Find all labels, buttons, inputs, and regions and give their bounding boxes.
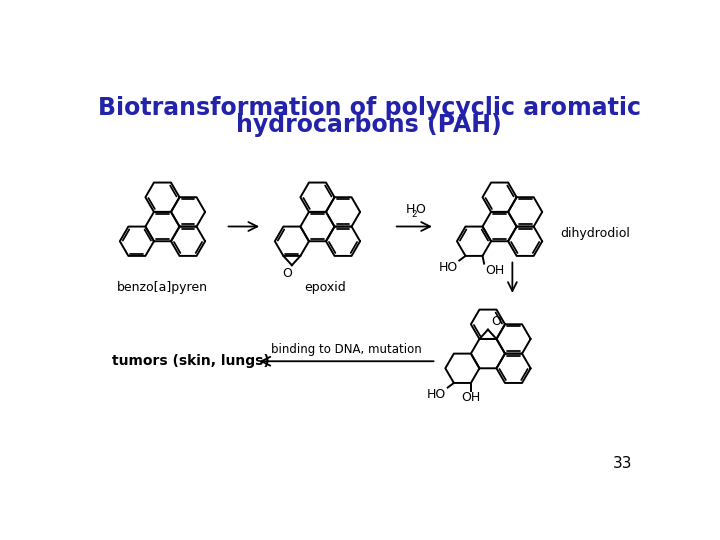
- Text: hydrocarbons (PAH): hydrocarbons (PAH): [236, 112, 502, 137]
- Text: dihydrodiol: dihydrodiol: [560, 227, 630, 240]
- Text: tumors (skin, lungs): tumors (skin, lungs): [112, 354, 269, 368]
- Text: HO: HO: [438, 261, 458, 274]
- Text: HO: HO: [427, 388, 446, 401]
- Text: benzo[a]pyren: benzo[a]pyren: [117, 281, 208, 294]
- Text: 33: 33: [613, 456, 632, 471]
- Text: epoxid: epoxid: [305, 281, 346, 294]
- Text: O: O: [282, 267, 292, 280]
- Text: binding to DNA, mutation: binding to DNA, mutation: [271, 343, 422, 356]
- Text: OH: OH: [485, 265, 504, 278]
- Text: 2: 2: [412, 210, 418, 219]
- Text: O: O: [491, 315, 501, 328]
- Text: Biotransformation of polycyclic aromatic: Biotransformation of polycyclic aromatic: [97, 96, 641, 119]
- Text: H: H: [406, 204, 415, 217]
- Text: O: O: [415, 204, 426, 217]
- Text: OH: OH: [462, 392, 480, 404]
